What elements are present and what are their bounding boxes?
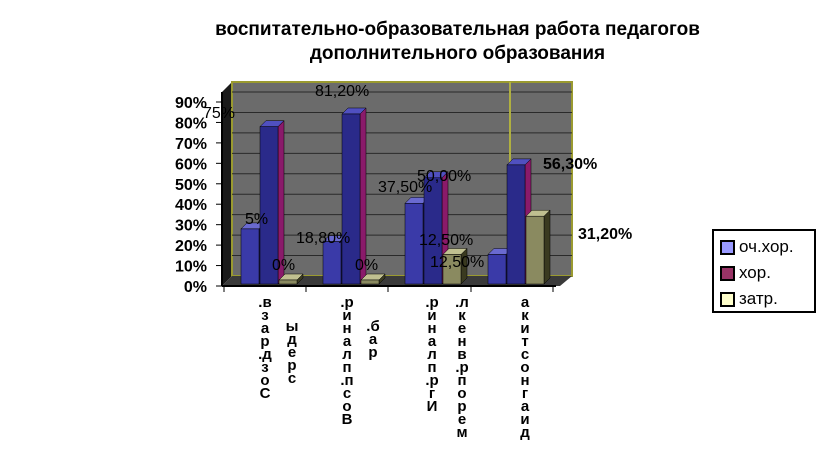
legend-label: оч.хор. bbox=[739, 237, 794, 256]
bar-face bbox=[360, 279, 380, 285]
legend-swatch bbox=[720, 239, 735, 255]
bar-face bbox=[442, 254, 462, 285]
bar-face bbox=[278, 279, 298, 285]
title-line-1: воспитательно-образовательная работа пед… bbox=[215, 19, 700, 40]
category-label: .риналп .псоВ bbox=[340, 294, 354, 428]
bar-face bbox=[240, 228, 260, 285]
data-label: 31,20% bbox=[578, 226, 632, 243]
data-label: 56,30% bbox=[543, 156, 597, 173]
bar-face bbox=[525, 215, 545, 285]
category-label: .бар bbox=[366, 318, 380, 361]
data-label: 18,80% bbox=[296, 230, 350, 247]
y-tick-label: 0% bbox=[184, 279, 207, 296]
category-label: .риналп .ргИ bbox=[425, 294, 439, 415]
legend: оч.хор. хор. затр. bbox=[712, 229, 816, 313]
y-tick-label: 70% bbox=[175, 136, 207, 153]
category-label: .взар .дзоС bbox=[258, 294, 272, 402]
y-tick-label: 90% bbox=[175, 95, 207, 112]
category-label: акитсонгаид bbox=[520, 294, 530, 441]
data-label: 81,20% bbox=[315, 83, 369, 100]
legend-swatch bbox=[720, 265, 735, 281]
legend-label: хор. bbox=[739, 263, 771, 282]
y-tick-label: 80% bbox=[175, 115, 207, 132]
y-tick-label: 10% bbox=[175, 259, 207, 276]
data-label: 5% bbox=[245, 211, 268, 228]
bar-1-3 bbox=[506, 158, 532, 285]
legend-swatch bbox=[720, 291, 735, 307]
bar-2-3 bbox=[525, 209, 551, 285]
data-label: 0% bbox=[272, 257, 295, 274]
data-label: 50,00% bbox=[417, 168, 471, 185]
bar-2-2 bbox=[442, 247, 468, 285]
legend-item-2: затр. bbox=[720, 286, 814, 312]
chart-title: воспитательно-образовательная работа пед… bbox=[130, 18, 785, 66]
bar-face bbox=[341, 113, 361, 285]
legend-item-1: хор. bbox=[720, 260, 814, 286]
bar-2-1 bbox=[360, 273, 386, 285]
data-label: 75% bbox=[203, 105, 235, 122]
data-label: 37,50% bbox=[378, 179, 432, 196]
bar-face bbox=[506, 164, 526, 285]
y-tick-label: 30% bbox=[175, 218, 207, 235]
y-tick-label: 50% bbox=[175, 177, 207, 194]
data-label: 12,50% bbox=[430, 254, 484, 271]
bar-face bbox=[487, 254, 507, 285]
bar-face bbox=[543, 209, 551, 285]
y-tick-label: 60% bbox=[175, 156, 207, 173]
title-line-2: дополнительного образования bbox=[309, 43, 606, 64]
bar-face bbox=[259, 126, 279, 285]
bar-face bbox=[423, 177, 443, 285]
data-label: 12,50% bbox=[419, 232, 473, 249]
y-tick-label: 40% bbox=[175, 197, 207, 214]
bar-2-0 bbox=[278, 273, 304, 285]
bar-face bbox=[404, 203, 424, 285]
bar-face bbox=[322, 241, 342, 285]
data-label: 0% bbox=[355, 257, 378, 274]
bar-1-1 bbox=[341, 107, 367, 285]
y-tick-label: 20% bbox=[175, 238, 207, 255]
floor bbox=[222, 276, 572, 286]
side-wall bbox=[222, 82, 232, 286]
category-label: ыдерс bbox=[285, 318, 299, 387]
legend-item-0: оч.хор. bbox=[720, 234, 814, 260]
legend-label: затр. bbox=[739, 289, 778, 308]
category-label: .лкенв .рпорем bbox=[455, 294, 469, 441]
